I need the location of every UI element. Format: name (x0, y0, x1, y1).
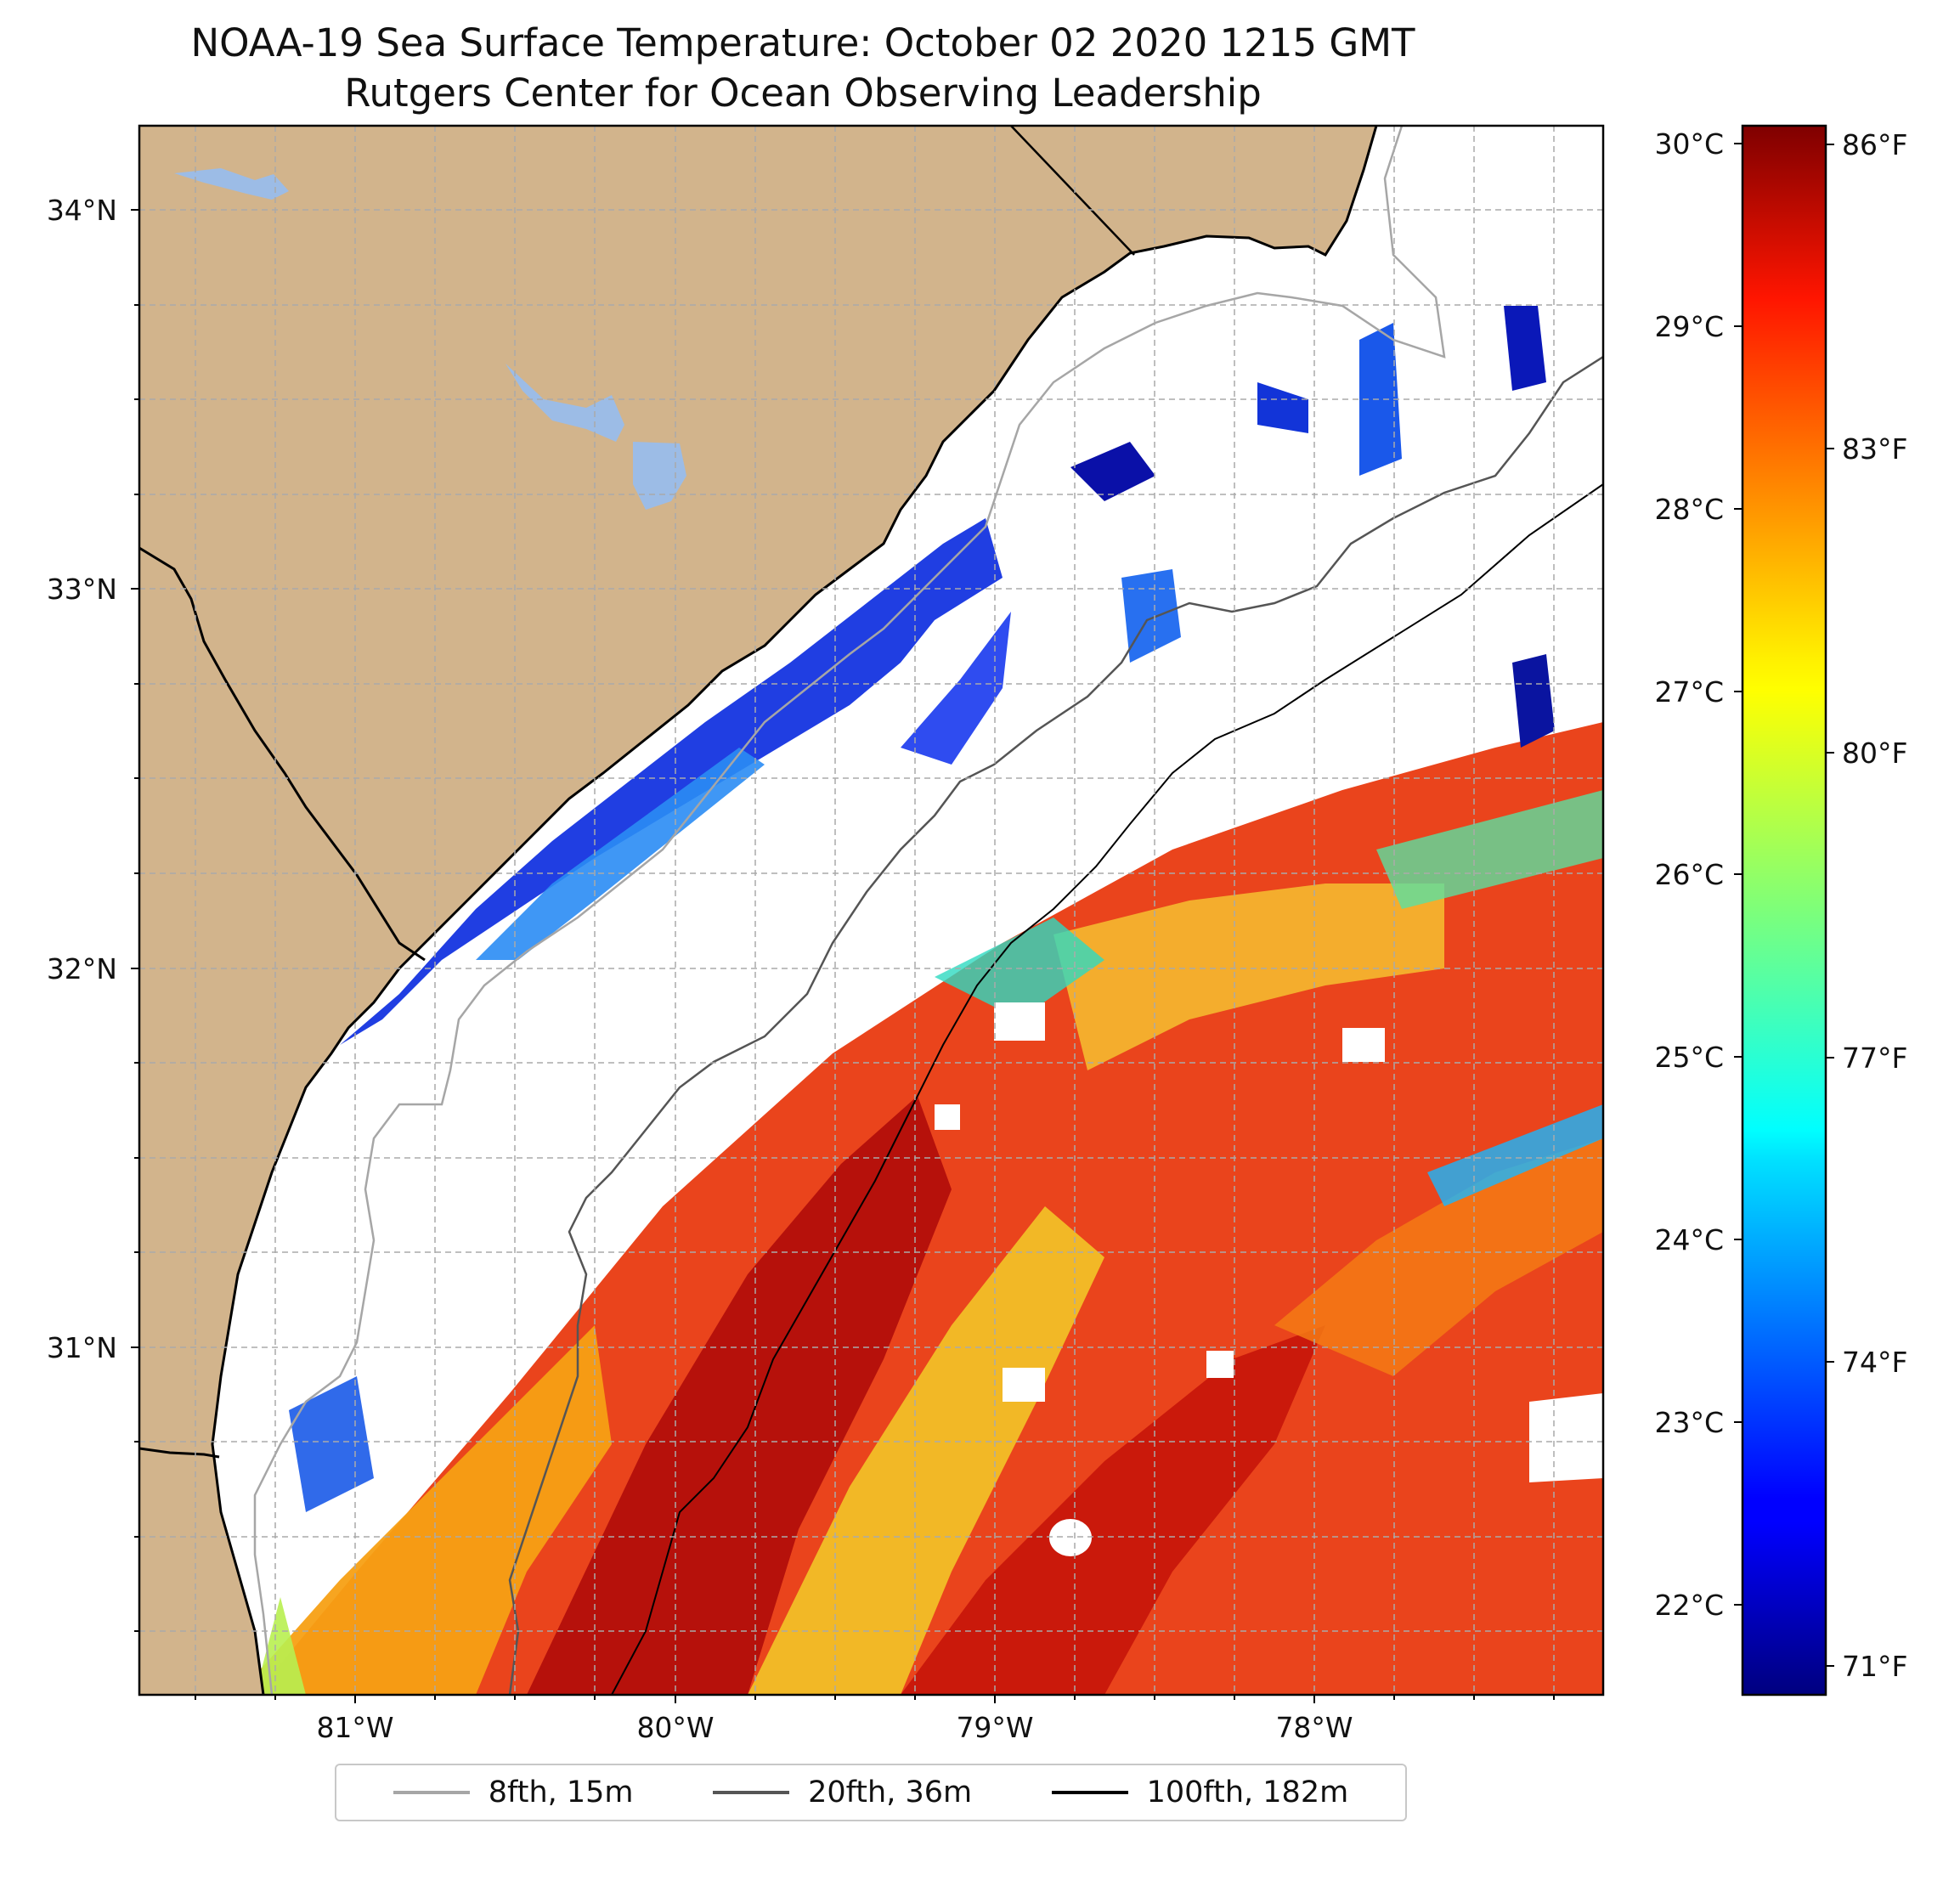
land (139, 126, 1376, 1695)
map-area (139, 126, 1603, 1695)
fahrenheit-label: 74°F (1842, 1346, 1907, 1379)
lake-reservoir (633, 442, 686, 510)
state-border-ga-fl (139, 1447, 220, 1459)
legend-item-20fth: 20fth, 36m (713, 1776, 972, 1809)
celsius-label: 27°C (1654, 675, 1724, 709)
lon-label-80: 80°W (636, 1711, 714, 1744)
fahrenheit-label: 80°F (1842, 737, 1907, 770)
lat-label-34: 34°N (47, 194, 117, 227)
map-title: NOAA-19 Sea Surface Temperature: October… (190, 20, 1415, 65)
state-border-nc-sc (1010, 126, 1135, 256)
legend-label-8fth: 8fth, 15m (488, 1776, 634, 1809)
lon-label-78: 78°W (1275, 1711, 1353, 1744)
celsius-label: 24°C (1654, 1223, 1724, 1256)
map-frame (138, 124, 1605, 1697)
lon-label-79: 79°W (956, 1711, 1033, 1744)
fahrenheit-labels: 86°F 83°F 80°F 77°F 74°F 71°F (1842, 128, 1907, 1683)
isobath-8fth (253, 126, 1446, 1695)
celsius-label: 30°C (1654, 127, 1724, 161)
legend-line-100fth (1051, 1791, 1128, 1794)
lat-label-33: 33°N (47, 573, 117, 606)
coastline (211, 126, 1378, 1695)
celsius-labels: 30°C 29°C 28°C 27°C 26°C 25°C 24°C 23°C … (1654, 127, 1724, 1622)
fahrenheit-label: 86°F (1842, 128, 1907, 161)
legend-item-100fth: 100fth, 182m (1051, 1776, 1349, 1809)
fahrenheit-label: 83°F (1842, 432, 1907, 466)
colorbar (1741, 124, 1827, 1697)
celsius-label: 22°C (1654, 1589, 1724, 1622)
legend-line-20fth (713, 1791, 790, 1794)
fahrenheit-label: 77°F (1842, 1042, 1907, 1075)
legend-label-100fth: 100fth, 182m (1146, 1776, 1349, 1809)
lat-label-32: 32°N (47, 952, 117, 985)
fahrenheit-label: 71°F (1842, 1650, 1907, 1683)
celsius-label: 25°C (1654, 1041, 1724, 1074)
map-subtitle: Rutgers Center for Ocean Observing Leade… (344, 71, 1262, 116)
legend-label-20fth: 20fth, 36m (808, 1776, 973, 1809)
colorbar-ticks (1734, 143, 1834, 1667)
celsius-label: 23°C (1654, 1406, 1724, 1439)
lat-label-31: 31°N (47, 1331, 117, 1364)
celsius-label: 29°C (1654, 310, 1724, 343)
legend-item-8fth: 8fth, 15m (393, 1776, 634, 1809)
axis-ticks (131, 209, 1555, 1703)
celsius-label: 26°C (1654, 858, 1724, 891)
isobath-100fth (611, 483, 1603, 1695)
lon-label-81: 81°W (316, 1711, 393, 1744)
legend-line-8fth (393, 1791, 470, 1794)
isobath-20fth (508, 355, 1603, 1695)
lake-marion (174, 168, 289, 200)
isobath-legend: 8fth, 15m 20fth, 36m 100fth, 182m (335, 1764, 1407, 1821)
sst-field (238, 306, 1603, 1695)
celsius-label: 28°C (1654, 493, 1724, 526)
